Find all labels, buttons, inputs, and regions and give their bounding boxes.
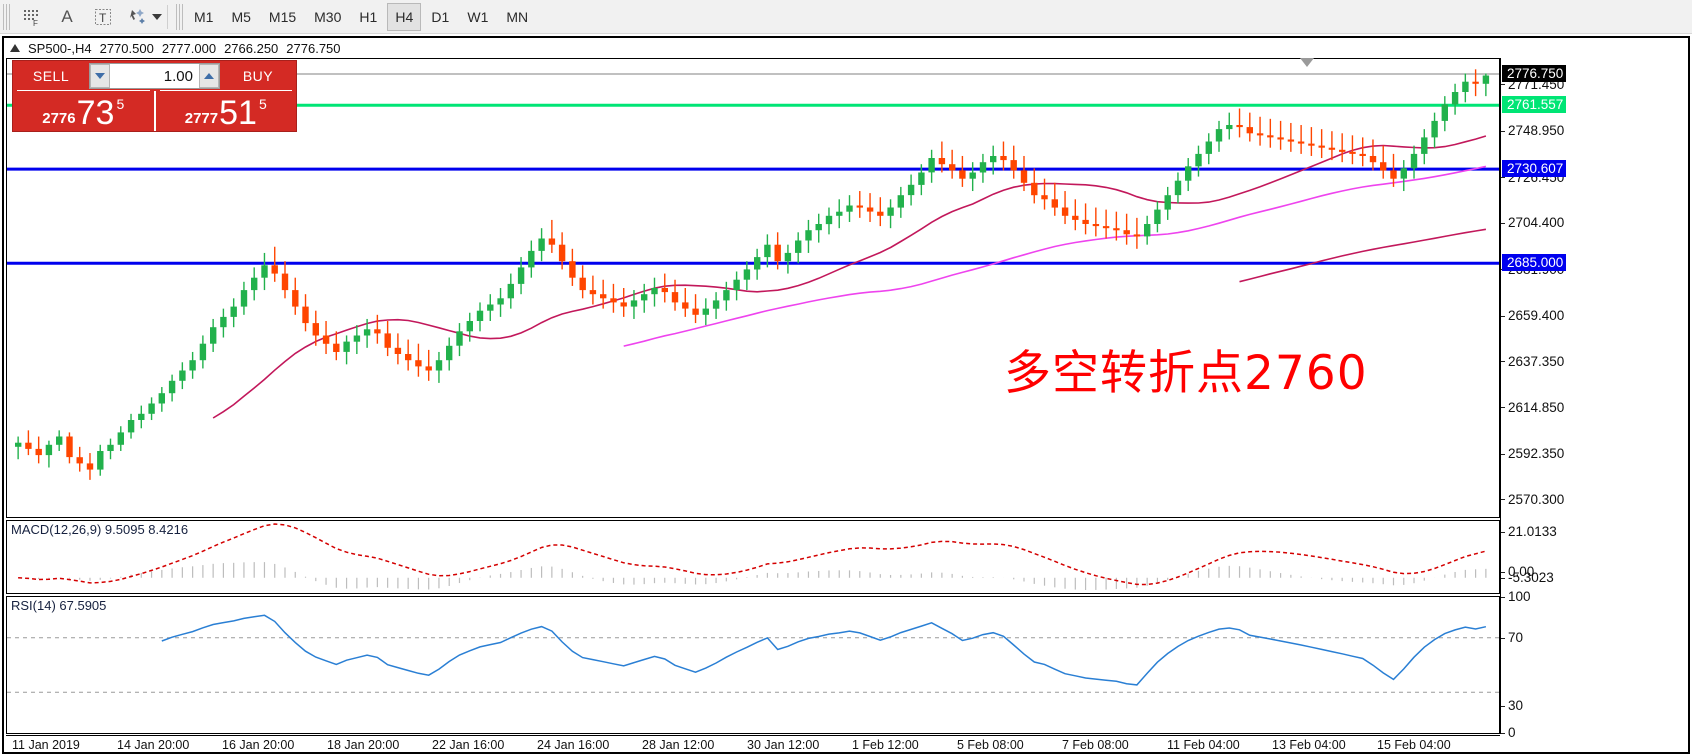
rsi-tick-3: 0 xyxy=(1501,725,1516,740)
macd-canvas xyxy=(18,523,1487,590)
buy-price-main: 51 xyxy=(219,94,257,132)
collapse-triangle-icon[interactable] xyxy=(10,44,20,52)
rsi-tick-2: 30 xyxy=(1501,698,1523,713)
sell-underline xyxy=(17,90,150,91)
rsi-tick-1: 70 xyxy=(1501,630,1523,645)
sell-price-block[interactable]: 2776 73 5 xyxy=(13,90,154,132)
macd-tick-1: 0.00 xyxy=(1501,564,1534,579)
macd-tick-2: -5.3023 xyxy=(1501,570,1554,585)
price-tag-blue-2[interactable]: 2730.607 xyxy=(1502,160,1567,178)
buy-price-block[interactable]: 2777 51 5 xyxy=(153,90,297,132)
main-toolbar: F A T M1 M5 M15 M30 H1 H4 D1 xyxy=(0,0,1692,34)
volume-input[interactable]: 1.00 xyxy=(163,67,193,85)
rsi-label: RSI(14) 67.5905 xyxy=(11,598,107,613)
buy-underline xyxy=(159,90,292,91)
chevron-up-icon xyxy=(204,73,214,79)
period-m30[interactable]: M30 xyxy=(314,8,342,25)
text-label-icon[interactable]: A xyxy=(50,2,84,32)
toolbar-grip[interactable] xyxy=(3,3,10,30)
time-label-7: 30 Jan 12:00 xyxy=(747,738,820,752)
chevron-down-icon xyxy=(95,73,105,79)
sell-price-prefix: 2776 xyxy=(42,110,76,127)
price-tag-black-0[interactable]: 2776.750 xyxy=(1502,64,1567,82)
one-click-trading-panel[interactable]: SELL 1.00 BUY 2776 73 5 2777 xyxy=(12,60,297,132)
period-mn[interactable]: MN xyxy=(506,8,529,25)
time-label-3: 18 Jan 20:00 xyxy=(327,738,400,752)
time-label-4: 22 Jan 16:00 xyxy=(432,738,505,752)
volume-increment-button[interactable] xyxy=(199,64,219,88)
quote-high: 2777.000 xyxy=(161,40,217,56)
rsi-pane[interactable]: RSI(14) 67.5905 xyxy=(6,596,1500,734)
toolbar-divider xyxy=(167,4,168,29)
price-tag-blue-3[interactable]: 2685.000 xyxy=(1502,254,1567,272)
price-tag-green-1[interactable]: 2761.557 xyxy=(1502,96,1567,114)
time-label-10: 7 Feb 08:00 xyxy=(1062,738,1129,752)
time-label-13: 15 Feb 04:00 xyxy=(1377,738,1451,752)
period-m15[interactable]: M15 xyxy=(268,8,297,25)
time-label-6: 28 Jan 12:00 xyxy=(642,738,715,752)
text-box-icon[interactable]: T xyxy=(86,2,120,32)
one-click-top-row: SELL 1.00 BUY xyxy=(13,61,296,91)
time-label-12: 13 Feb 04:00 xyxy=(1272,738,1346,752)
time-label-9: 5 Feb 08:00 xyxy=(957,738,1024,752)
crosshair-f-icon[interactable]: F xyxy=(14,2,48,32)
period-m5[interactable]: M5 xyxy=(231,8,251,25)
volume-stepper[interactable]: 1.00 xyxy=(89,63,220,89)
period-toolbar-grip[interactable] xyxy=(176,3,183,30)
svg-text:T: T xyxy=(99,11,107,25)
one-click-price-row: 2776 73 5 2777 51 5 xyxy=(13,90,297,132)
text-label-glyph: A xyxy=(61,6,73,26)
symbol-quote-bar: SP500-,H4 2770.500 2777.000 2766.250 277… xyxy=(4,38,1688,58)
quote-low: 2766.250 xyxy=(224,40,279,56)
period-w1[interactable]: W1 xyxy=(467,8,489,25)
sell-price-main: 73 xyxy=(76,94,115,132)
time-label-2: 16 Jan 20:00 xyxy=(222,738,295,752)
sell-price-fraction: 5 xyxy=(116,96,125,112)
price-tick-1: 2748.950 xyxy=(1501,123,1564,138)
period-h4[interactable]: H4 xyxy=(387,2,422,31)
price-scale[interactable]: 2771.4502748.9502726.4502704.4002681.900… xyxy=(1500,58,1688,740)
time-label-5: 24 Jan 16:00 xyxy=(537,738,610,752)
svg-text:F: F xyxy=(33,19,38,27)
sell-button[interactable]: SELL xyxy=(32,68,70,84)
buy-price-fraction: 5 xyxy=(258,96,267,112)
time-scale[interactable]: 11 Jan 2019 14 Jan 20:00 16 Jan 20:00 18 Ja… xyxy=(6,735,1500,754)
period-d1[interactable]: D1 xyxy=(431,8,450,25)
period-h1[interactable]: H1 xyxy=(359,8,378,25)
time-label-11: 11 Feb 04:00 xyxy=(1167,738,1240,752)
objects-icon[interactable] xyxy=(122,2,156,32)
macd-pane[interactable]: MACD(12,26,9) 9.5095 8.4216 xyxy=(6,520,1500,594)
objects-dropdown-caret-icon[interactable] xyxy=(152,13,162,20)
quote-open: 2770.500 xyxy=(99,40,154,56)
price-tick-3: 2704.400 xyxy=(1501,215,1564,230)
period-m1[interactable]: M1 xyxy=(194,8,214,25)
quote-close: 2776.750 xyxy=(286,40,341,56)
buy-button[interactable]: BUY xyxy=(242,68,274,84)
price-tick-7: 2614.850 xyxy=(1501,400,1564,415)
candlestick-canvas xyxy=(7,69,1499,480)
time-label-0: 11 Jan 2019 xyxy=(12,738,80,752)
volume-decrement-button[interactable] xyxy=(90,64,110,88)
rsi-tick-0: 100 xyxy=(1501,589,1531,604)
price-tick-9: 2570.300 xyxy=(1501,492,1564,507)
chart-frame: SP500-,H4 2770.500 2777.000 2766.250 277… xyxy=(2,36,1690,754)
crosshair-marker-icon xyxy=(1300,58,1314,67)
time-label-1: 14 Jan 20:00 xyxy=(117,738,190,752)
price-tick-6: 2637.350 xyxy=(1501,354,1564,369)
chart-annotation-text: 多空转折点2760 xyxy=(1004,346,1368,401)
price-pane[interactable] xyxy=(6,58,1500,518)
price-tick-5: 2659.400 xyxy=(1501,308,1564,323)
macd-tick-0: 21.0133 xyxy=(1501,524,1557,539)
time-label-8: 1 Feb 12:00 xyxy=(852,738,919,752)
buy-price-prefix: 2777 xyxy=(184,110,219,127)
macd-label: MACD(12,26,9) 9.5095 8.4216 xyxy=(11,522,189,537)
rsi-canvas xyxy=(7,614,1499,693)
price-tick-8: 2592.350 xyxy=(1501,446,1564,461)
symbol-label: SP500-,H4 xyxy=(28,40,92,56)
